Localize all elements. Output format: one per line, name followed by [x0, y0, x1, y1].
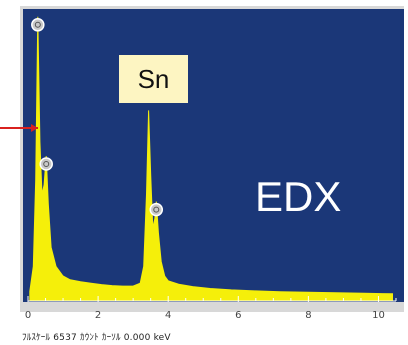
sn-peak-label: Sn	[119, 55, 188, 103]
spectrum-series-0	[29, 16, 393, 301]
peak-marker-icon	[149, 202, 164, 217]
plot-area	[23, 9, 404, 302]
edx-label: EDX	[255, 173, 342, 220]
peak-marker-center	[34, 21, 41, 28]
x-axis: 0 2 4 6 8 10	[25, 296, 397, 321]
peak-marker-center	[153, 206, 160, 213]
peak-marker-icon	[31, 18, 45, 32]
peak-markers	[31, 18, 164, 217]
x-tick-label: 0	[25, 310, 31, 321]
x-tick-label: 10	[372, 310, 385, 321]
x-tick-label: 8	[305, 310, 311, 321]
peak-marker-center	[43, 161, 50, 167]
footer-readout: ﾌﾙｽｹｰﾙ 6537 ｶｳﾝﾄ ｶｰｿﾙ 0.000 keV	[22, 333, 171, 343]
spectrum-layer	[29, 16, 393, 301]
peak-marker-icon	[39, 157, 53, 171]
x-tick-label: 4	[165, 310, 171, 321]
x-tick-label: 2	[95, 310, 101, 321]
x-tick-label: 6	[235, 310, 241, 321]
cursor-marker-arrow-icon	[31, 124, 38, 132]
